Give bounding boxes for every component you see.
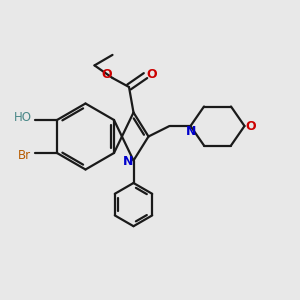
Text: O: O xyxy=(146,68,157,81)
Text: O: O xyxy=(246,119,256,133)
Text: O: O xyxy=(101,68,112,81)
Text: Br: Br xyxy=(17,149,31,162)
Text: N: N xyxy=(186,125,196,138)
Text: N: N xyxy=(123,155,133,169)
Text: HO: HO xyxy=(14,111,32,124)
